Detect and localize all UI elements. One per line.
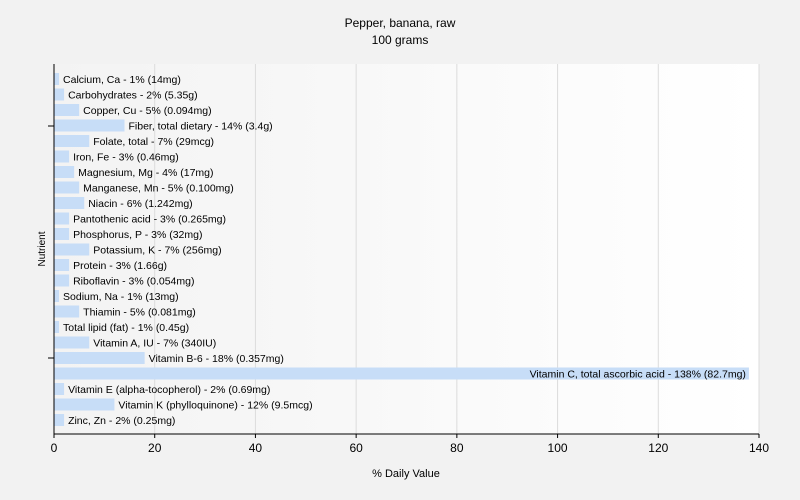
bar-label: Fiber, total dietary - 14% (3.4g) [129, 121, 273, 133]
bar [54, 166, 75, 178]
bar [54, 150, 70, 163]
chart-subtitle: 100 grams [372, 33, 429, 47]
bar-label: Niacin - 6% (1.242mg) [88, 198, 192, 210]
x-tick-label: 80 [450, 441, 464, 455]
bar-label: Riboflavin - 3% (0.054mg) [73, 276, 194, 288]
axes: 0 20 40 60 80 100 120 140 [48, 64, 769, 455]
bar-label: Thiamin - 5% (0.081mg) [83, 307, 196, 319]
x-tick-label: 60 [349, 441, 363, 455]
bar-label: Sodium, Na - 1% (13mg) [63, 291, 179, 303]
bar [54, 352, 145, 364]
bar [54, 212, 70, 225]
bar [54, 414, 65, 426]
y-axis-label: Nutrient [37, 231, 48, 266]
bar [54, 119, 125, 132]
bar-label: Calcium, Ca - 1% (14mg) [63, 74, 181, 86]
bar-label: Folate, total - 7% (29mcg) [93, 136, 214, 148]
bar-label: Vitamin K (phylloquinone) - 12% (9.5mcg) [118, 400, 312, 412]
bars: Calcium, Ca - 1% (14mg) Carbohydrates - 2… [54, 73, 749, 427]
bar-label: Carbohydrates - 2% (5.35g) [68, 90, 198, 102]
bar [54, 88, 65, 101]
bar-label: Copper, Cu - 5% (0.094mg) [83, 105, 211, 117]
bar-label: Protein - 3% (1.66g) [73, 260, 167, 272]
x-tick-label: 40 [249, 441, 263, 455]
bar [54, 135, 90, 147]
bar-label: Vitamin E (alpha-tocopherol) - 2% (0.69m… [68, 384, 270, 396]
bar [54, 383, 65, 395]
bar-label: Zinc, Zn - 2% (0.25mg) [68, 415, 175, 427]
bar-label: Pantothenic acid - 3% (0.265mg) [73, 214, 226, 226]
bar-label: Total lipid (fat) - 1% (0.45g) [63, 322, 189, 334]
bar [54, 336, 90, 349]
bar [54, 398, 115, 411]
x-tick-label: 120 [648, 441, 668, 455]
bar-label: Vitamin A, IU - 7% (340IU) [93, 338, 216, 350]
bar-label: Iron, Fe - 3% (0.46mg) [73, 152, 179, 164]
bar-label: Vitamin B-6 - 18% (0.357mg) [149, 353, 284, 365]
bar [54, 259, 70, 271]
bar [54, 228, 70, 240]
x-axis-label: % Daily Value [372, 468, 440, 480]
bar-label: Vitamin C, total ascorbic acid - 138% (8… [530, 369, 746, 381]
bar [54, 197, 85, 209]
bar [54, 321, 60, 333]
bar [54, 243, 90, 256]
x-tick-label: 20 [148, 441, 162, 455]
bar [54, 274, 70, 287]
bar-label: Manganese, Mn - 5% (0.100mg) [83, 183, 234, 195]
bar-label: Potassium, K - 7% (256mg) [93, 245, 221, 257]
x-tick-label: 0 [51, 441, 58, 455]
x-tick-label: 100 [548, 441, 568, 455]
bar [54, 73, 60, 85]
bar [54, 181, 80, 194]
chart-title: Pepper, banana, raw [345, 16, 456, 30]
bar [54, 290, 60, 302]
bar [54, 305, 80, 318]
bar-label: Phosphorus, P - 3% (32mg) [73, 229, 202, 241]
bar [54, 367, 749, 380]
bar [54, 104, 80, 116]
x-tick-label: 140 [749, 441, 769, 455]
bar-label: Magnesium, Mg - 4% (17mg) [78, 167, 213, 179]
